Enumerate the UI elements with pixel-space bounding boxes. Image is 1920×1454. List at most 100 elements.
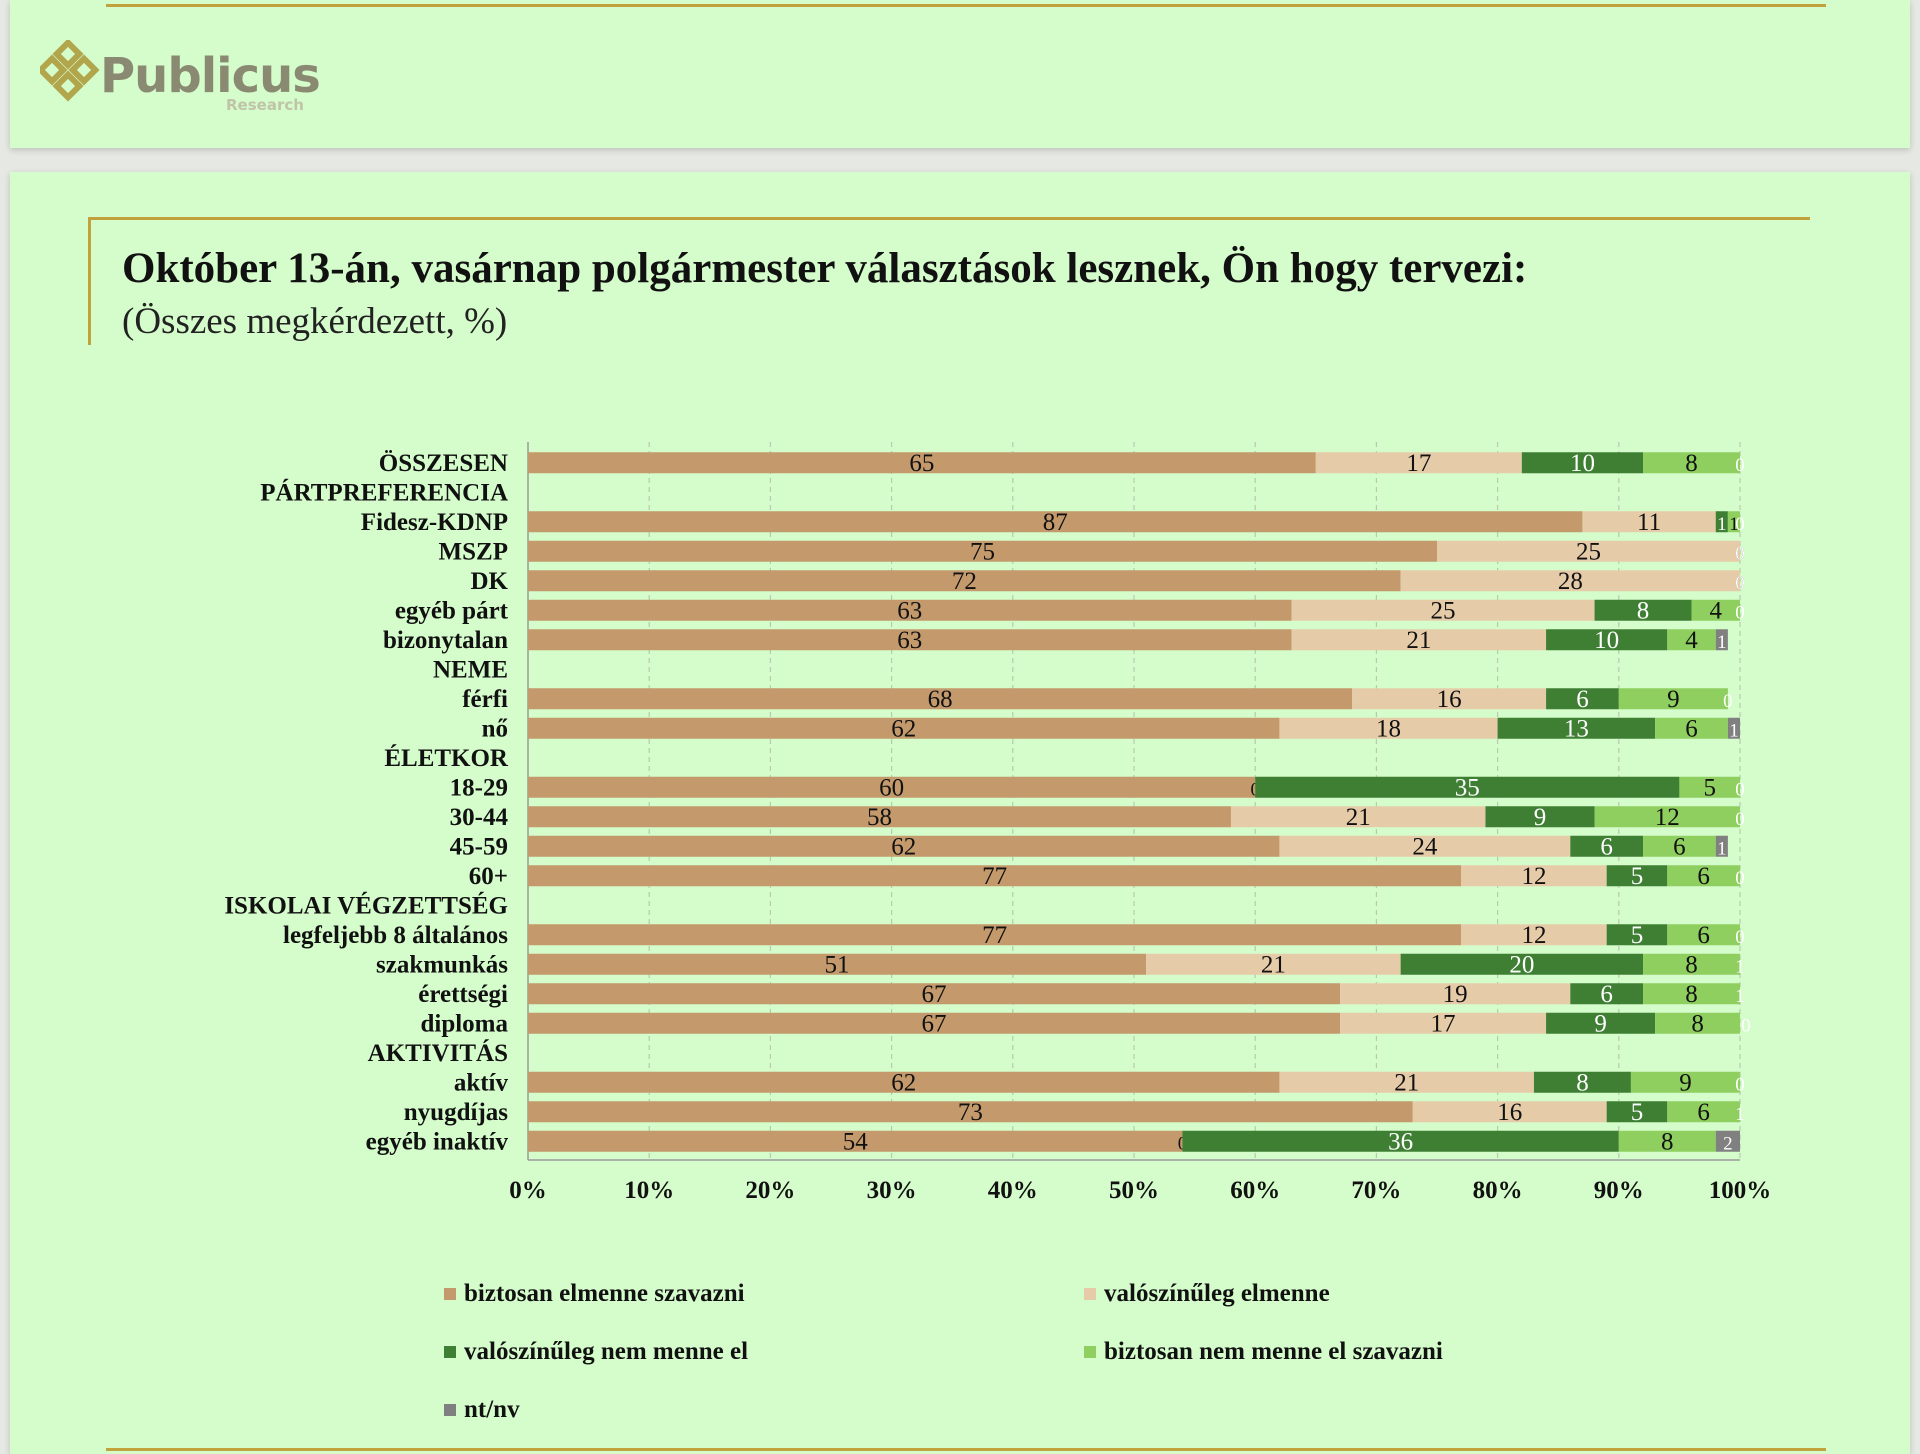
bar-segment: [1643, 953, 1740, 975]
category-label: PÁRTPREFERENCIA: [260, 478, 508, 506]
data-label: 12: [1521, 863, 1546, 890]
bar-segment: [1485, 806, 1595, 828]
data-label: 8: [1637, 597, 1650, 624]
bar-segment: [1618, 1130, 1716, 1152]
bar-segment: [528, 1071, 1280, 1093]
bar-segment: [1691, 599, 1740, 621]
data-label: 8: [1685, 981, 1698, 1008]
data-label: 25: [1576, 538, 1601, 565]
data-label: 0: [1735, 543, 1745, 564]
bar-segment: [528, 570, 1401, 592]
bar-segment: [528, 865, 1462, 887]
stacked-bar-chart: 0% 10% 20% 30% 40% 50% 60% 70% 80% 90% 100% ÖSSZESE…: [224, 442, 1771, 1204]
category-label: egyéb inaktív: [366, 1128, 509, 1155]
category-label: MSZP: [439, 538, 508, 565]
x-tick-label: 10%: [624, 1177, 674, 1204]
legend-label: valószínűleg elmenne: [1104, 1280, 1330, 1307]
bar-segment: [528, 953, 1147, 975]
data-label: 36: [1388, 1128, 1413, 1155]
data-label: 4: [1710, 597, 1723, 624]
legend-label: valószínűleg nem menne el: [464, 1338, 749, 1365]
header-rule: [106, 4, 1826, 7]
bar-segment: [1400, 953, 1644, 975]
bar-segment: [1291, 629, 1547, 651]
bar-segment: [1570, 835, 1644, 857]
data-label: 0: [1735, 543, 1745, 564]
bar-segment: [528, 924, 1462, 946]
category-label: érettségi: [418, 981, 508, 1008]
category-label: nyugdíjas: [404, 1099, 508, 1126]
bar-segment: [528, 688, 1353, 710]
x-tick-label: 30%: [867, 1177, 917, 1204]
bar-segment: [1606, 865, 1668, 887]
data-label: 2: [1723, 1133, 1733, 1154]
data-label: 12: [1521, 922, 1546, 949]
bar-segment: [1594, 599, 1692, 621]
data-label: 87: [1043, 509, 1068, 536]
data-label: 0: [1735, 514, 1745, 535]
legend-swatch: [1084, 1346, 1096, 1358]
bar-segment: [1279, 717, 1498, 739]
data-label: 0: [1735, 573, 1745, 594]
bar-segment: [528, 599, 1292, 621]
bar-segment: [1667, 1101, 1740, 1123]
data-label: 6: [1600, 981, 1613, 1008]
bar-segment: [528, 1130, 1183, 1152]
data-label: 24: [1412, 833, 1438, 860]
x-tick-label: 0%: [509, 1177, 547, 1204]
bar-segment: [1630, 1071, 1740, 1093]
legend-item: biztosan elmenne szavazni: [444, 1280, 745, 1308]
data-label: 11: [1637, 509, 1661, 536]
data-label: 0: [1735, 927, 1745, 948]
bar-segment: [1437, 540, 1740, 562]
category-label: ISKOLAI VÉGZETTSÉG: [224, 891, 508, 919]
x-tick-label: 80%: [1473, 1177, 1523, 1204]
data-label: 1: [1717, 632, 1727, 653]
data-label: 72: [952, 568, 977, 595]
data-label: 17: [1406, 450, 1431, 477]
data-label: 6: [1685, 715, 1698, 742]
bar-segment: [1533, 1071, 1631, 1093]
bar-segment: [1715, 629, 1728, 651]
data-label: 28: [1558, 568, 1583, 595]
bar-segment: [528, 1012, 1341, 1034]
data-label: 0: [1735, 602, 1745, 623]
logo-name: Publicus: [100, 48, 321, 104]
data-label: 0: [1735, 868, 1745, 889]
data-label: 63: [897, 627, 922, 654]
data-label: 21: [1261, 951, 1286, 978]
bar-segment: [1643, 452, 1740, 474]
category-label: 45-59: [450, 833, 508, 860]
bar-segment: [528, 1101, 1413, 1123]
data-label: 58: [867, 804, 892, 831]
bar-segment: [1340, 1012, 1547, 1034]
category-label: bizonytalan: [383, 627, 508, 654]
data-label: 0: [1735, 573, 1745, 594]
data-label: 0: [1735, 543, 1745, 564]
data-label: 6: [1576, 686, 1589, 713]
bar-segment: [528, 717, 1280, 739]
bar-segment: [1667, 924, 1740, 946]
bar-segment: [1279, 835, 1571, 857]
data-label: 16: [1437, 686, 1462, 713]
category-label: nő: [482, 715, 508, 742]
category-label: 18-29: [450, 774, 508, 801]
bar-segment: [1582, 511, 1716, 533]
bar-segment: [1667, 629, 1716, 651]
bar-segment: [1715, 835, 1728, 857]
data-label: 9: [1534, 804, 1547, 831]
bar-segment: [1667, 865, 1740, 887]
data-label: 35: [1455, 774, 1480, 801]
data-label: 0: [1735, 809, 1745, 830]
data-label: 6: [1697, 863, 1710, 890]
bar-segment: [1715, 1130, 1740, 1152]
data-label: 60: [879, 774, 904, 801]
bar-segment: [1606, 1101, 1668, 1123]
x-tick-label: 50%: [1109, 1177, 1159, 1204]
category-label: szakmunkás: [376, 951, 508, 978]
data-label: 62: [891, 715, 916, 742]
bar-segment: [1255, 776, 1680, 798]
legend-label: biztosan nem menne el szavazni: [1104, 1338, 1443, 1365]
data-label: 62: [891, 833, 916, 860]
data-label: 67: [922, 1010, 947, 1037]
